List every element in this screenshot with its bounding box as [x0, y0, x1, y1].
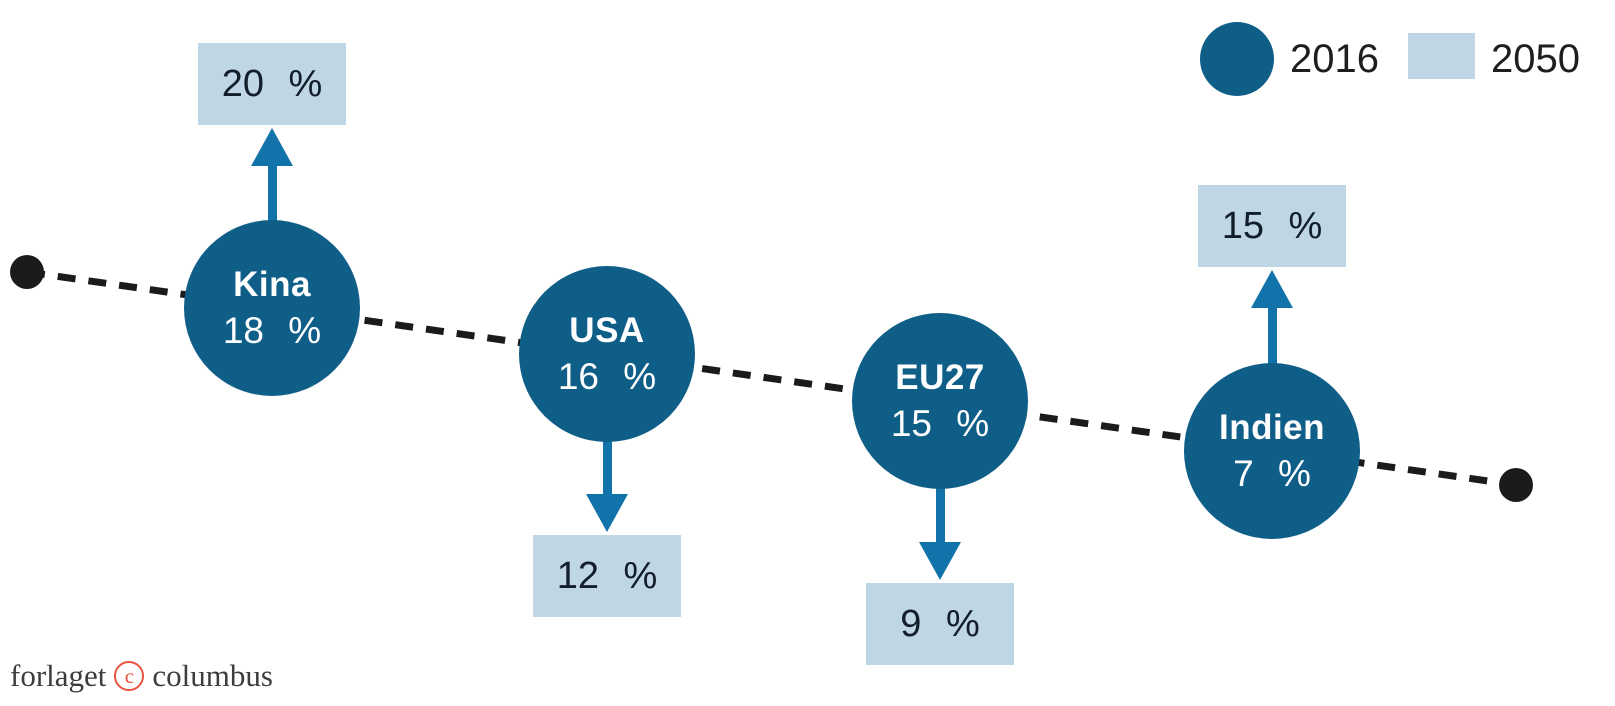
trend-arrow-down-head	[919, 542, 961, 580]
trend-arrow-up-head	[251, 128, 293, 166]
country-label: EU27	[895, 358, 985, 397]
copyright-icon: c	[114, 661, 145, 691]
projection-2050-value: 12 %	[556, 554, 658, 597]
share-2016-bubble-usa: USA 16 %	[519, 266, 695, 442]
share-2016-value: 18 %	[222, 310, 322, 351]
country-label: Kina	[233, 265, 311, 304]
projection-2050-value: 9 %	[900, 602, 980, 645]
publisher-prefix: forlaget	[10, 658, 107, 693]
trend-arrow-down-shaft	[936, 487, 945, 546]
share-2016-value: 15 %	[890, 403, 990, 444]
publisher-credit: forlaget c columbus	[10, 658, 273, 694]
share-2016-value: 7 %	[1233, 453, 1311, 494]
trend-arrow-up-shaft	[1268, 304, 1277, 365]
projection-2050-box-usa: 12 %	[533, 535, 681, 617]
projection-2050-box-indien: 15 %	[1198, 185, 1346, 267]
share-2016-bubble-eu27: EU27 15 %	[852, 313, 1028, 489]
line-endpoint-dot-left	[10, 255, 44, 289]
trend-arrow-down-head	[586, 494, 628, 532]
trend-arrow-down-shaft	[603, 440, 612, 498]
share-2016-bubble-indien: Indien 7 %	[1184, 363, 1360, 539]
projection-2050-value: 15 %	[1221, 204, 1323, 247]
legend-2016-circle-swatch	[1200, 22, 1274, 96]
share-2016-value: 16 %	[557, 356, 657, 397]
line-endpoint-dot-right	[1499, 468, 1533, 502]
country-label: USA	[569, 311, 645, 350]
projection-2050-box-eu27: 9 %	[866, 583, 1014, 665]
legend-2050-square-swatch	[1408, 33, 1475, 79]
legend-2016-label: 2016	[1290, 37, 1379, 81]
publisher-suffix: columbus	[152, 658, 273, 693]
projection-2050-box-kina: 20 %	[198, 43, 346, 125]
projection-2050-value: 20 %	[221, 62, 323, 105]
legend-2050-label: 2050	[1491, 37, 1580, 81]
trend-arrow-up-shaft	[268, 160, 277, 222]
trend-arrow-up-head	[1251, 270, 1293, 308]
country-label: Indien	[1218, 408, 1326, 447]
share-2016-bubble-kina: Kina 18 %	[184, 220, 360, 396]
